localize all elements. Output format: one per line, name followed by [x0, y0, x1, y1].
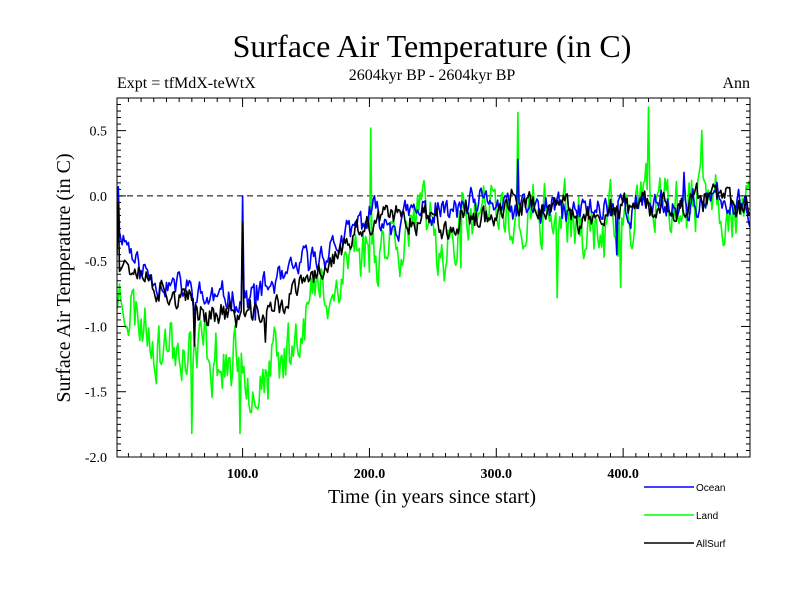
season-label: Ann: [722, 75, 750, 92]
x-tick-label: 100.0: [227, 467, 259, 482]
axes: 100.0 200.0 300.0 400.0 -2.0 -1.5 -1.0 -0.5 0.0 0…: [85, 97, 751, 482]
x-axis-label: Time (in years since start): [328, 486, 536, 508]
chart-title: Surface Air Temperature (in C): [233, 28, 632, 64]
y-tick-label: -2.0: [85, 451, 107, 466]
x-tick-label: 400.0: [607, 467, 639, 482]
chart-subtitle: 2604kyr BP - 2604kyr BP: [349, 67, 516, 84]
legend: Ocean Land AllSurf: [644, 483, 726, 550]
y-tick-label: -0.5: [85, 255, 107, 270]
plot-frame: [116, 97, 751, 458]
y-tick-label: -1.0: [85, 320, 107, 335]
legend-label: Ocean: [696, 483, 725, 494]
y-tick-label: 0.5: [90, 125, 108, 140]
series-line-ocean: [117, 158, 750, 321]
x-tick-label: 200.0: [354, 467, 386, 482]
y-axis-label: Surface Air Temperature (in C): [53, 153, 75, 402]
legend-entry-allsurf: AllSurf: [644, 539, 726, 550]
y-tick-label: -1.5: [85, 386, 107, 401]
legend-label: AllSurf: [696, 539, 726, 550]
series-line-allsurf: [117, 182, 750, 347]
plot-area: [117, 106, 750, 435]
experiment-label: Expt = tfMdX-teWtX: [117, 75, 256, 92]
legend-entry-land: Land: [644, 511, 718, 522]
legend-label: Land: [696, 511, 718, 522]
legend-entry-ocean: Ocean: [644, 483, 725, 494]
y-tick-label: 0.0: [90, 190, 108, 205]
x-tick-label: 300.0: [481, 467, 513, 482]
series-line-land: [117, 106, 750, 435]
